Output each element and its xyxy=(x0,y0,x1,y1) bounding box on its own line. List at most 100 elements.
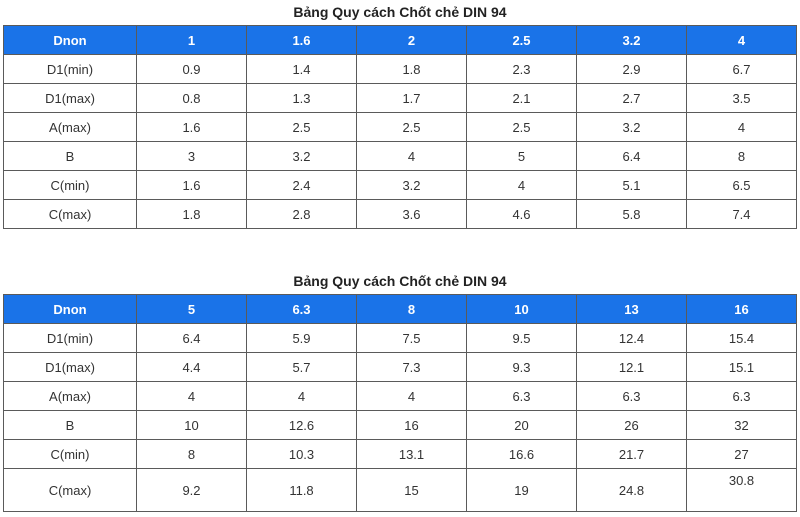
table-cell: 9.3 xyxy=(466,352,577,382)
table-cell: 2.1 xyxy=(466,83,577,113)
header-cell: 8 xyxy=(356,294,467,324)
table-cell: 1.8 xyxy=(356,54,467,84)
table-row: D1(max) 4.4 5.7 7.3 9.3 12.1 15.1 xyxy=(3,352,797,382)
table-cell: 32 xyxy=(686,410,797,440)
header-cell: 3.2 xyxy=(576,25,687,55)
row-label: D1(max) xyxy=(3,352,137,382)
table-cell: 4.6 xyxy=(466,199,577,229)
header-cell: 1 xyxy=(136,25,247,55)
table-cell: 16.6 xyxy=(466,439,577,469)
table-title: Bảng Quy cách Chốt chẻ DIN 94 xyxy=(293,4,507,20)
row-label: B xyxy=(3,141,137,171)
table-cell: 1.6 xyxy=(136,112,247,142)
table-row: A(max) 1.6 2.5 2.5 2.5 3.2 4 xyxy=(3,112,797,142)
table-cell: 4 xyxy=(356,381,467,411)
table-cell: 20 xyxy=(466,410,577,440)
table-cell: 7.3 xyxy=(356,352,467,382)
table-cell: 5.7 xyxy=(246,352,357,382)
table-cell: 1.6 xyxy=(136,170,247,200)
header-cell: 10 xyxy=(466,294,577,324)
table-cell: 5 xyxy=(466,141,577,171)
header-cell: Dnon xyxy=(3,25,137,55)
table-cell: 4 xyxy=(136,381,247,411)
table-cell: 4 xyxy=(356,141,467,171)
table-cell: 6.7 xyxy=(686,54,797,84)
row-label: C(min) xyxy=(3,439,137,469)
table-cell: 2.5 xyxy=(466,112,577,142)
table-cell: 13.1 xyxy=(356,439,467,469)
table-header-row: Dnon 5 6.3 8 10 13 16 xyxy=(3,294,797,324)
row-label: C(max) xyxy=(3,199,137,229)
header-cell: 2 xyxy=(356,25,467,55)
table-header-row: Dnon 1 1.6 2 2.5 3.2 4 xyxy=(3,25,797,55)
table-cell: 5.9 xyxy=(246,323,357,353)
table-row: D1(min) 0.9 1.4 1.8 2.3 2.9 6.7 xyxy=(3,54,797,84)
table-cell: 0.8 xyxy=(136,83,247,113)
table-cell: 1.4 xyxy=(246,54,357,84)
table-cell: 12.1 xyxy=(576,352,687,382)
table-cell: 30.8 xyxy=(686,468,797,512)
table-row: C(min) 1.6 2.4 3.2 4 5.1 6.5 xyxy=(3,170,797,200)
table-cell: 6.5 xyxy=(686,170,797,200)
table-cell: 6.3 xyxy=(466,381,577,411)
table-cell: 24.8 xyxy=(576,468,687,512)
table-cell: 4 xyxy=(686,112,797,142)
table-cell: 2.5 xyxy=(246,112,357,142)
table-cell: 7.4 xyxy=(686,199,797,229)
spec-table: Dnon 1 1.6 2 2.5 3.2 4 D1(min) 0.9 1.4 1… xyxy=(3,25,797,229)
header-cell: 5 xyxy=(136,294,247,324)
table-row: A(max) 4 4 4 6.3 6.3 6.3 xyxy=(3,381,797,411)
row-label: C(max) xyxy=(3,468,137,512)
table-cell: 3.2 xyxy=(246,141,357,171)
table-cell: 9.2 xyxy=(136,468,247,512)
table-cell: 4.4 xyxy=(136,352,247,382)
table-cell: 6.3 xyxy=(686,381,797,411)
table-row: B 3 3.2 4 5 6.4 8 xyxy=(3,141,797,171)
table-cell: 3.5 xyxy=(686,83,797,113)
table-cell: 3.6 xyxy=(356,199,467,229)
table-row: D1(min) 6.4 5.9 7.5 9.5 12.4 15.4 xyxy=(3,323,797,353)
table-cell: 1.7 xyxy=(356,83,467,113)
table-cell: 2.8 xyxy=(246,199,357,229)
table-cell: 3.2 xyxy=(356,170,467,200)
table-cell: 5.8 xyxy=(576,199,687,229)
row-label: B xyxy=(3,410,137,440)
header-cell: Dnon xyxy=(3,294,137,324)
table-row: C(min) 8 10.3 13.1 16.6 21.7 27 xyxy=(3,439,797,469)
row-label: A(max) xyxy=(3,381,137,411)
table-cell: 2.9 xyxy=(576,54,687,84)
table-cell: 10.3 xyxy=(246,439,357,469)
table-cell: 5.1 xyxy=(576,170,687,200)
header-cell: 1.6 xyxy=(246,25,357,55)
table-row: B 10 12.6 16 20 26 32 xyxy=(3,410,797,440)
table-cell: 9.5 xyxy=(466,323,577,353)
header-cell: 13 xyxy=(576,294,687,324)
table-cell: 16 xyxy=(356,410,467,440)
table-cell: 1.3 xyxy=(246,83,357,113)
table-cell: 8 xyxy=(686,141,797,171)
header-cell: 16 xyxy=(686,294,797,324)
table-row: C(max) 1.8 2.8 3.6 4.6 5.8 7.4 xyxy=(3,199,797,229)
header-cell: 6.3 xyxy=(246,294,357,324)
spec-table-block-2: Bảng Quy cách Chốt chẻ DIN 94 Dnon 5 6.3… xyxy=(3,269,797,512)
header-cell: 2.5 xyxy=(466,25,577,55)
table-cell: 6.4 xyxy=(576,141,687,171)
table-cell: 15.1 xyxy=(686,352,797,382)
spec-table-block-1: Bảng Quy cách Chốt chẻ DIN 94 Dnon 1 1.6… xyxy=(3,0,797,229)
table-cell: 1.8 xyxy=(136,199,247,229)
table-cell: 6.3 xyxy=(576,381,687,411)
header-cell: 4 xyxy=(686,25,797,55)
table-row: C(max) 9.2 11.8 15 19 24.8 30.8 xyxy=(3,468,797,512)
table-cell: 8 xyxy=(136,439,247,469)
row-label: D1(max) xyxy=(3,83,137,113)
row-label: C(min) xyxy=(3,170,137,200)
table-cell: 12.6 xyxy=(246,410,357,440)
table-cell: 2.3 xyxy=(466,54,577,84)
table-row: D1(max) 0.8 1.3 1.7 2.1 2.7 3.5 xyxy=(3,83,797,113)
table-title: Bảng Quy cách Chốt chẻ DIN 94 xyxy=(293,273,507,289)
table-cell: 12.4 xyxy=(576,323,687,353)
table-cell: 2.7 xyxy=(576,83,687,113)
table-cell: 3.2 xyxy=(576,112,687,142)
table-cell: 2.4 xyxy=(246,170,357,200)
table-cell: 3 xyxy=(136,141,247,171)
